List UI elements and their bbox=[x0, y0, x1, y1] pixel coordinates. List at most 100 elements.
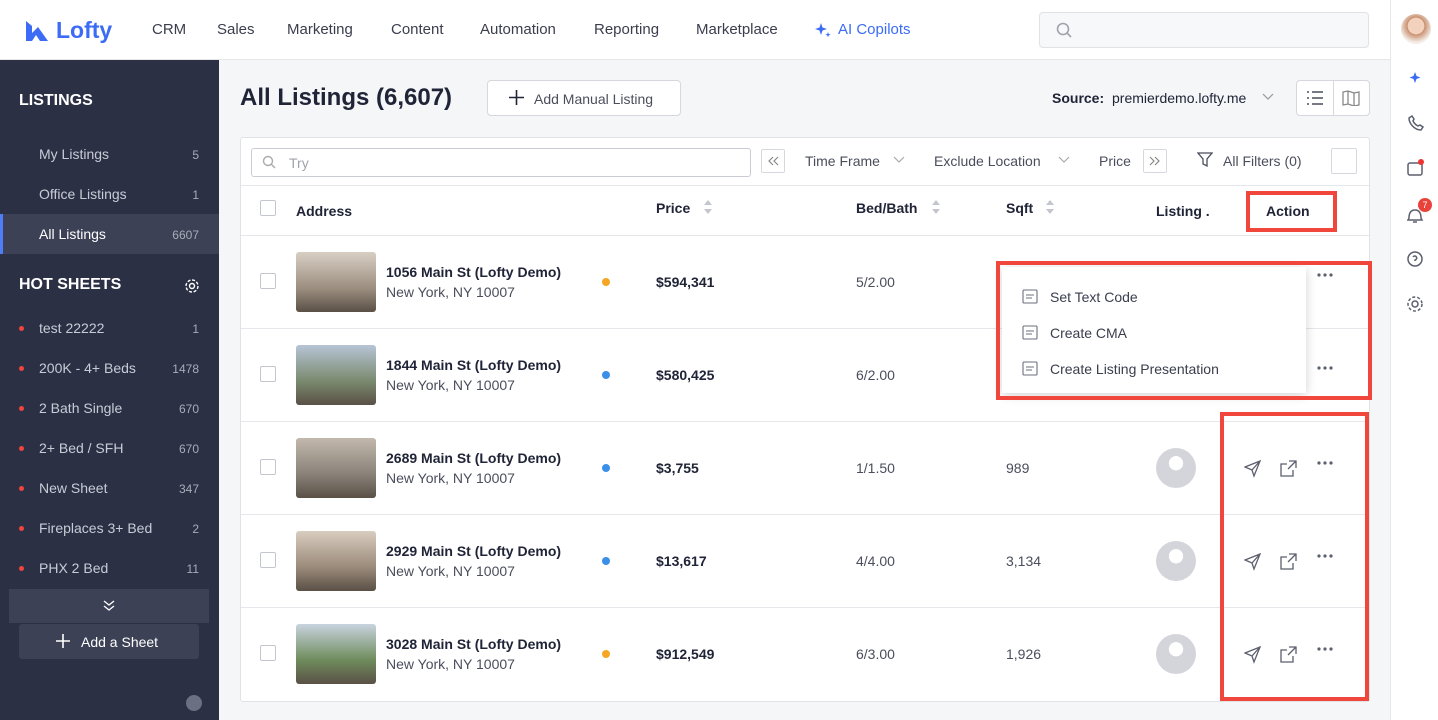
hot-sheet-item[interactable]: 2 Bath Single 670 bbox=[0, 388, 219, 428]
nav-item[interactable]: Sales bbox=[217, 21, 255, 38]
logo-text[interactable]: Lofty bbox=[56, 17, 113, 43]
add-manual-listing[interactable]: Add Manual Listing bbox=[487, 80, 681, 116]
bed-bath: 1/1.50 bbox=[856, 460, 895, 476]
search-placeholder: Try bbox=[289, 155, 309, 171]
sqft: 3,134 bbox=[1006, 553, 1042, 569]
listings-table: Try Time Frame Exclude Location Price All … bbox=[240, 137, 1370, 702]
listing-address[interactable]: 2929 Main St (Lofty Demo) bbox=[386, 543, 562, 559]
ai-copilots[interactable]: AI Copilots bbox=[838, 21, 911, 38]
status-dot bbox=[19, 526, 24, 531]
scroll-left[interactable] bbox=[761, 149, 785, 173]
item-label: PHX 2 Bed bbox=[39, 560, 109, 576]
nav-item[interactable]: Marketplace bbox=[696, 21, 778, 38]
listing-nav-item[interactable]: All Listings 6607 bbox=[0, 214, 219, 254]
sidebar: LISTINGS HOT SHEETS My Listings 5 Office L… bbox=[0, 60, 219, 720]
filter-dropdown[interactable]: Exclude Location bbox=[934, 153, 1041, 169]
listing-city: New York, NY 10007 bbox=[386, 656, 515, 672]
listing-photo[interactable] bbox=[296, 624, 376, 684]
hot-sheet-item[interactable]: PHX 2 Bed 11 bbox=[0, 548, 219, 588]
sort-icon bbox=[932, 200, 940, 214]
item-count: 5 bbox=[192, 148, 199, 162]
item-count: 347 bbox=[178, 482, 199, 496]
listing-photo[interactable] bbox=[296, 252, 376, 312]
scroll-right[interactable] bbox=[1143, 149, 1167, 173]
agent-avatar bbox=[1156, 541, 1196, 581]
filter-dropdown[interactable]: Time Frame bbox=[805, 153, 880, 169]
menu-item[interactable]: Set Text Code bbox=[1002, 279, 1306, 315]
listing-price: $13,617 bbox=[656, 553, 707, 569]
column-header[interactable]: Price bbox=[656, 200, 691, 216]
status-dot bbox=[602, 650, 610, 658]
save-filter[interactable] bbox=[1331, 148, 1357, 174]
bed-bath: 6/3.00 bbox=[856, 646, 895, 662]
item-count: 670 bbox=[178, 442, 199, 456]
row-checkbox[interactable] bbox=[260, 552, 276, 568]
item-label: 200K - 4+ Beds bbox=[39, 360, 136, 376]
search-input[interactable]: Try bbox=[251, 148, 751, 177]
listing-address[interactable]: 2689 Main St (Lofty Demo) bbox=[386, 450, 562, 466]
ai-icon bbox=[815, 23, 831, 38]
column-header[interactable]: Sqft bbox=[1006, 200, 1034, 216]
search-icon bbox=[1056, 22, 1072, 38]
nav-item[interactable]: Reporting bbox=[594, 21, 660, 38]
bed-bath: 6/2.00 bbox=[856, 367, 895, 383]
user-avatar[interactable] bbox=[1401, 14, 1431, 44]
share-icon bbox=[1280, 460, 1297, 477]
settings-icon[interactable] bbox=[184, 278, 200, 294]
item-count: 1 bbox=[192, 322, 199, 336]
listing-city: New York, NY 10007 bbox=[386, 563, 515, 579]
nav-item[interactable]: Automation bbox=[480, 21, 556, 38]
add-sheet-button[interactable]: Add a Sheet bbox=[19, 624, 199, 659]
nav-item[interactable]: CRM bbox=[152, 21, 187, 38]
nav-item[interactable]: Content bbox=[391, 21, 444, 38]
row-checkbox[interactable] bbox=[260, 366, 276, 382]
column-header: Address bbox=[296, 203, 353, 219]
filter-dropdown[interactable]: Price bbox=[1099, 153, 1131, 169]
map-icon[interactable] bbox=[1342, 90, 1360, 106]
list-view[interactable] bbox=[1297, 81, 1334, 115]
listing-row: 2689 Main St (Lofty Demo) New York, NY 10… bbox=[241, 422, 1369, 515]
status-dot bbox=[19, 446, 24, 451]
status-dot bbox=[602, 371, 610, 379]
row-checkbox[interactable] bbox=[260, 273, 276, 289]
listing-nav-item[interactable]: Office Listings 1 bbox=[0, 174, 219, 214]
item-count: 1478 bbox=[172, 362, 199, 376]
listing-address[interactable]: 1844 Main St (Lofty Demo) bbox=[386, 357, 562, 373]
action-menu: Set Text Code Create CMA Create Listing Pr… bbox=[1002, 267, 1306, 393]
expand-sheets[interactable] bbox=[9, 589, 209, 623]
hot-sheet-item[interactable]: 2+ Bed / SFH 670 bbox=[0, 428, 219, 468]
more-icon bbox=[1317, 647, 1333, 651]
all-filters[interactable]: All Filters (0) bbox=[1223, 153, 1302, 169]
hot-sheet-item[interactable]: 200K - 4+ Beds 1478 bbox=[0, 348, 219, 388]
listing-photo[interactable] bbox=[296, 531, 376, 591]
listing-address[interactable]: 1056 Main St (Lofty Demo) bbox=[386, 264, 562, 280]
listing-photo[interactable] bbox=[296, 345, 376, 405]
menu-icon bbox=[1022, 289, 1038, 304]
listing-address[interactable]: 3028 Main St (Lofty Demo) bbox=[386, 636, 562, 652]
menu-item[interactable]: Create CMA bbox=[1002, 315, 1306, 351]
column-header[interactable]: Bed/Bath bbox=[856, 200, 918, 216]
status-dot bbox=[19, 326, 24, 331]
global-search[interactable] bbox=[1039, 12, 1369, 48]
chevrons-icon bbox=[768, 156, 779, 166]
view-toggle[interactable] bbox=[1296, 80, 1370, 116]
hot-sheet-item[interactable]: New Sheet 347 bbox=[0, 468, 219, 508]
hot-sheet-item[interactable]: Fireplaces 3+ Bed 2 bbox=[0, 508, 219, 548]
listing-nav-item[interactable]: My Listings 5 bbox=[0, 134, 219, 174]
listing-photo[interactable] bbox=[296, 438, 376, 498]
hot-sheet-item[interactable]: test 22222 1 bbox=[0, 308, 219, 348]
menu-item[interactable]: Create Listing Presentation bbox=[1002, 351, 1306, 387]
listing-row: 1844 Main St (Lofty Demo) New York, NY 10… bbox=[241, 329, 1369, 422]
row-checkbox[interactable] bbox=[260, 645, 276, 661]
collapse-sidebar[interactable] bbox=[186, 695, 202, 711]
nav-item[interactable]: Marketing bbox=[287, 21, 353, 38]
row-checkbox[interactable] bbox=[260, 459, 276, 475]
select-all[interactable] bbox=[260, 200, 276, 216]
item-count: 1 bbox=[192, 188, 199, 202]
item-label: 2+ Bed / SFH bbox=[39, 440, 124, 456]
share-icon bbox=[1280, 553, 1297, 570]
plus-icon bbox=[56, 634, 70, 648]
source-value[interactable]: premierdemo.lofty.me bbox=[1112, 90, 1247, 106]
